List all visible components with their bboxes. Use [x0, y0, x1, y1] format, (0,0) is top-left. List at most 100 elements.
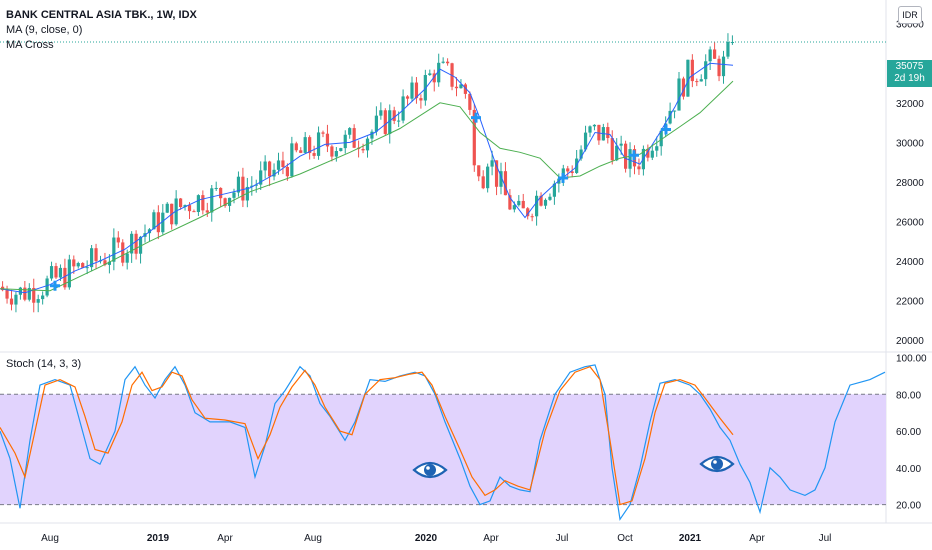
- candle-body: [187, 205, 192, 212]
- candle-body: [134, 233, 138, 254]
- ma-legend[interactable]: MA (9, close, 0): [6, 24, 83, 36]
- candle-body: [58, 267, 63, 278]
- time-tick-label: Jul: [556, 533, 569, 544]
- candle-body: [14, 294, 18, 305]
- candle-body: [90, 248, 94, 268]
- ma-cross-legend[interactable]: MA Cross: [6, 39, 54, 51]
- eye-icon: [412, 461, 448, 479]
- candle-body: [161, 212, 165, 233]
- time-tick-label: Apr: [749, 533, 765, 544]
- candle-body: [49, 266, 54, 279]
- last-price-tag: 35075 2d 19h: [887, 60, 932, 87]
- candle-body: [254, 184, 258, 186]
- candle-body: [383, 110, 387, 134]
- candle-body: [330, 146, 334, 157]
- candle-body: [379, 110, 383, 116]
- candle-body: [713, 49, 717, 59]
- candle-body: [388, 110, 392, 134]
- candle-body: [726, 42, 730, 57]
- ma-fast-line: [0, 62, 734, 294]
- price-tick-label: 30000: [896, 138, 924, 149]
- eye-glint: [426, 466, 430, 470]
- candle-body: [285, 166, 289, 177]
- candle-body: [183, 205, 187, 208]
- candle-body: [637, 166, 641, 170]
- time-tick-label: Apr: [483, 533, 499, 544]
- candle-body: [432, 73, 436, 83]
- candle-body: [334, 150, 338, 157]
- candle-body: [481, 176, 485, 189]
- candle-body: [290, 143, 294, 177]
- cross-bar-v: [632, 150, 636, 161]
- candle-body: [459, 84, 463, 89]
- time-tick-label: Aug: [304, 533, 322, 544]
- candle-body: [624, 143, 628, 169]
- candle-body: [437, 62, 441, 83]
- candle-body: [321, 132, 325, 134]
- candle-body: [165, 203, 169, 213]
- price-tick-label: 36000: [896, 20, 924, 31]
- currency-badge[interactable]: IDR: [898, 6, 922, 24]
- stoch-d-line: [0, 365, 734, 506]
- time-tick-label: Oct: [617, 533, 633, 544]
- candle-body: [9, 298, 14, 305]
- candle-body: [610, 138, 614, 161]
- candle-body: [281, 160, 285, 167]
- candle-body: [490, 160, 494, 167]
- price-axis[interactable]: 2000022000240002600028000300003200034000…: [896, 20, 927, 512]
- candle-body: [214, 187, 218, 189]
- last-price-value: 35075: [895, 61, 924, 72]
- candlestick-series: [1, 33, 734, 313]
- candle-body: [27, 287, 31, 300]
- candle-body: [223, 198, 227, 206]
- candle-body: [512, 205, 516, 210]
- candle-body: [472, 109, 476, 166]
- candle-body: [668, 110, 672, 124]
- candle-body: [179, 198, 183, 208]
- candle-body: [32, 287, 36, 303]
- candle-body: [517, 200, 521, 206]
- candle-body: [41, 295, 45, 300]
- candle-body: [588, 126, 592, 133]
- cross-bar-v: [53, 280, 57, 291]
- stoch-lines: [0, 364, 886, 521]
- candle-body: [116, 237, 120, 243]
- candle-body: [566, 168, 570, 172]
- candle-body: [583, 132, 588, 150]
- price-tick-label: 22000: [896, 297, 924, 308]
- candle-body: [405, 96, 410, 99]
- price-tick-label: 20000: [896, 336, 924, 347]
- ma-cross-marker: [50, 280, 60, 291]
- candle-body: [348, 128, 352, 135]
- candle-body: [499, 171, 503, 187]
- eye-annotations: [412, 455, 735, 479]
- candle-body: [303, 137, 307, 153]
- ma-cross-markers: [50, 112, 671, 291]
- candle-body: [428, 73, 432, 76]
- candle-body: [156, 212, 160, 233]
- candle-body: [579, 149, 583, 159]
- stoch-legend[interactable]: Stoch (14, 3, 3): [6, 357, 81, 372]
- candle-body: [121, 242, 125, 263]
- candle-body: [36, 299, 40, 303]
- candle-body: [63, 267, 67, 288]
- candle-body: [370, 131, 374, 139]
- eye-glint: [713, 460, 717, 464]
- candle-body: [548, 196, 552, 200]
- candle-body: [107, 261, 111, 265]
- candle-body: [690, 59, 694, 82]
- candle-body: [539, 195, 543, 206]
- candle-body: [232, 192, 236, 198]
- candle-body: [477, 165, 481, 177]
- chart-title[interactable]: BANK CENTRAL ASIA TBK., 1W, IDX: [6, 9, 197, 21]
- eye-iris: [424, 464, 436, 476]
- candle-body: [695, 81, 699, 83]
- candle-body: [5, 290, 9, 299]
- time-tick-label: 2020: [415, 533, 438, 544]
- price-tick-label: 24000: [896, 257, 924, 268]
- candle-body: [659, 130, 663, 147]
- candle-body: [401, 96, 405, 121]
- candle-body: [463, 84, 467, 94]
- time-axis[interactable]: Aug 2019 Apr Aug 2020 Apr Jul Oct 2021 Apr Jul: [41, 533, 831, 544]
